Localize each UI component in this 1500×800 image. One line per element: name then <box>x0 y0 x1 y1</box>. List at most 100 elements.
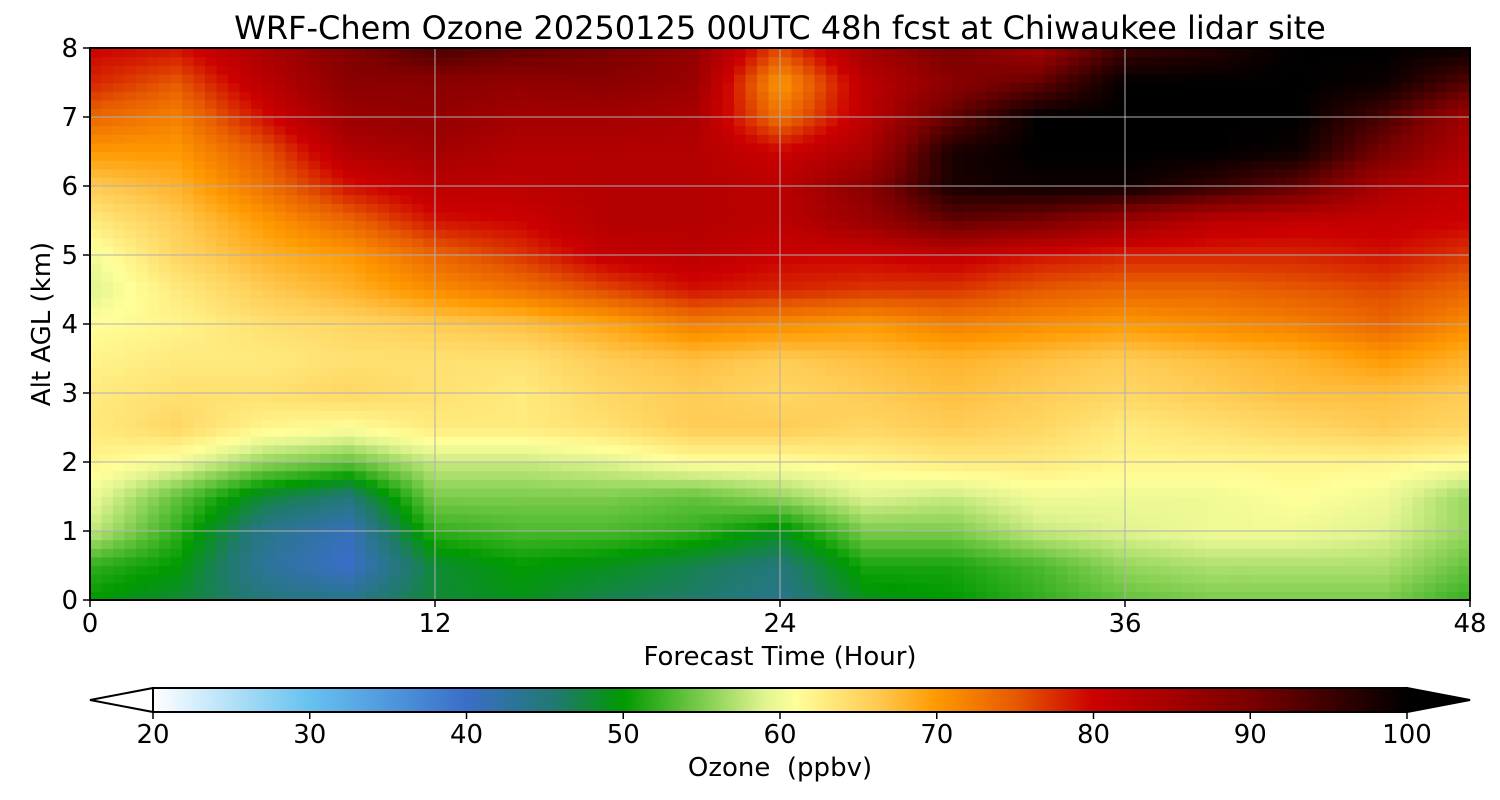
heatmap-cell <box>929 117 942 127</box>
heatmap-cell <box>159 306 172 316</box>
heatmap-cell <box>481 444 494 454</box>
heatmap-cell <box>975 548 988 558</box>
heatmap-cell <box>941 255 954 265</box>
heatmap-cell <box>596 462 609 472</box>
heatmap-cell <box>182 306 195 316</box>
heatmap-cell <box>320 410 333 420</box>
heatmap-cell <box>642 255 655 265</box>
heatmap-cell <box>573 65 586 75</box>
heatmap-cell <box>630 272 643 282</box>
heatmap-cell <box>193 324 206 334</box>
heatmap-cell <box>308 151 321 161</box>
heatmap-cell <box>711 246 724 256</box>
heatmap-cell <box>90 168 103 178</box>
heatmap-cell <box>412 453 425 463</box>
heatmap-cell <box>573 410 586 420</box>
heatmap-cell <box>757 160 770 170</box>
heatmap-cell <box>320 513 333 523</box>
heatmap-cell <box>481 591 494 600</box>
heatmap-cell <box>538 246 551 256</box>
heatmap-cell <box>469 211 482 222</box>
heatmap-cell <box>952 444 965 454</box>
heatmap-cell <box>274 186 287 196</box>
heatmap-cell <box>780 358 793 368</box>
heatmap-cell <box>975 220 988 230</box>
heatmap-cell <box>964 65 977 75</box>
heatmap-cell <box>734 168 747 178</box>
heatmap-cell <box>757 332 770 342</box>
heatmap-cell <box>860 160 873 170</box>
heatmap-cell <box>837 177 850 187</box>
heatmap-cell <box>435 246 448 256</box>
heatmap-cell <box>308 358 321 368</box>
heatmap-cell <box>320 280 333 291</box>
heatmap-cell <box>458 306 471 316</box>
heatmap-cell <box>665 237 678 247</box>
heatmap-cell <box>274 462 287 472</box>
heatmap-cell <box>814 211 827 222</box>
heatmap-cell <box>814 315 827 325</box>
heatmap-cell <box>400 194 413 204</box>
heatmap-cell <box>170 272 183 282</box>
heatmap-cell <box>849 470 862 480</box>
heatmap-cell <box>400 341 413 351</box>
heatmap-cell <box>205 280 218 291</box>
heatmap-cell <box>354 470 367 480</box>
heatmap-cell <box>446 117 459 127</box>
heatmap-cell <box>216 186 229 196</box>
heatmap-cell <box>527 177 540 187</box>
heatmap-cell <box>711 177 724 187</box>
heatmap-cell <box>159 220 172 230</box>
heatmap-cell <box>527 117 540 127</box>
heatmap-cell <box>469 177 482 187</box>
heatmap-cell <box>837 73 850 84</box>
heatmap-cell <box>504 263 517 273</box>
heatmap-cell <box>941 142 954 153</box>
heatmap-cell <box>366 522 379 532</box>
heatmap-cell <box>711 272 724 282</box>
heatmap-cell <box>791 151 804 161</box>
heatmap-cell <box>561 324 574 334</box>
heatmap-cell <box>481 539 494 549</box>
heatmap-cell <box>941 531 954 541</box>
heatmap-cell <box>423 142 436 153</box>
heatmap-cell <box>964 410 977 420</box>
heatmap-cell <box>262 556 275 567</box>
heatmap-cell <box>676 306 689 316</box>
heatmap-cell <box>320 462 333 472</box>
heatmap-cell <box>228 375 241 385</box>
heatmap-cell <box>389 444 402 454</box>
heatmap-cell <box>688 134 701 144</box>
heatmap-cell <box>734 410 747 420</box>
heatmap-cell <box>688 203 701 213</box>
heatmap-cell <box>170 496 183 506</box>
heatmap-cell <box>159 358 172 368</box>
heatmap-cell <box>274 375 287 385</box>
heatmap-cell <box>423 194 436 204</box>
heatmap-cell <box>722 306 735 316</box>
heatmap-cell <box>469 160 482 170</box>
heatmap-cell <box>676 298 689 308</box>
heatmap-cell <box>607 470 620 480</box>
heatmap-cell <box>630 125 643 135</box>
heatmap-cell <box>90 462 103 472</box>
heatmap-cell <box>653 349 666 360</box>
heatmap-cell <box>136 531 149 541</box>
heatmap-cell <box>550 48 563 58</box>
heatmap-cell <box>527 272 540 282</box>
heatmap-cell <box>906 427 919 437</box>
heatmap-cell <box>607 99 620 109</box>
heatmap-cell <box>274 513 287 523</box>
heatmap-cell <box>504 315 517 325</box>
heatmap-cell <box>780 82 793 92</box>
heatmap-cell <box>780 237 793 247</box>
heatmap-cell <box>975 177 988 187</box>
heatmap-cell <box>343 531 356 541</box>
heatmap-cell <box>228 134 241 144</box>
heatmap-cell <box>446 574 459 584</box>
heatmap-cell <box>389 418 402 429</box>
heatmap-cell <box>630 453 643 463</box>
heatmap-cell <box>964 332 977 342</box>
heatmap-cell <box>435 186 448 196</box>
heatmap-cell <box>780 168 793 178</box>
